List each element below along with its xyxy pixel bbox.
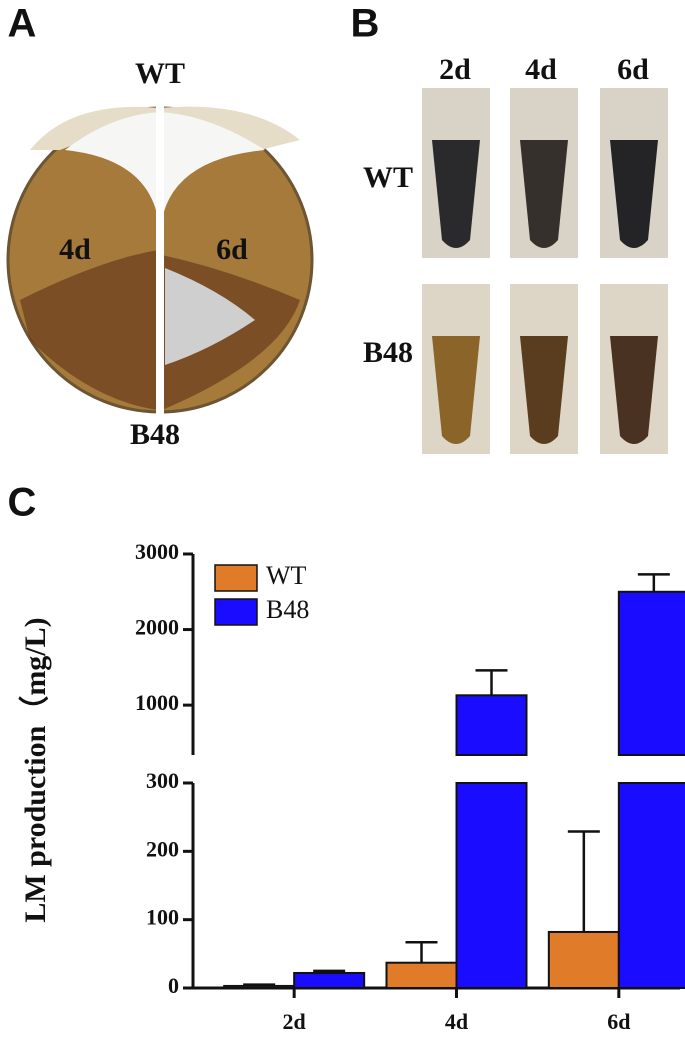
y-axis-label: LM production（mg/L) <box>18 617 52 922</box>
petri-dish <box>6 105 314 417</box>
plate-label: 4d <box>59 233 91 266</box>
legend-swatch <box>214 564 258 592</box>
column-label: 2d <box>439 53 471 86</box>
plate-label: 6d <box>216 233 248 266</box>
row-label: WT <box>363 161 413 194</box>
y-tick-label: 0 <box>168 973 179 998</box>
bar <box>455 782 528 989</box>
y-tick-label: 100 <box>146 905 179 930</box>
x-tick-label: 4d <box>445 1009 468 1034</box>
legend-swatch <box>214 598 258 626</box>
bar <box>293 971 366 990</box>
bar <box>223 984 296 990</box>
legend-label: B48 <box>266 595 309 624</box>
bar <box>617 590 685 757</box>
plate-label: B48 <box>130 418 180 451</box>
bar <box>547 930 620 990</box>
row-label: B48 <box>363 336 413 369</box>
bar <box>455 694 528 756</box>
y-tick-label: 3000 <box>135 539 179 564</box>
column-label: 6d <box>617 53 649 86</box>
panel-label: B <box>351 2 380 46</box>
tubes <box>422 88 668 454</box>
y-tick-label: 200 <box>146 836 179 861</box>
legend-label: WT <box>266 561 307 590</box>
y-tick-label: 1000 <box>135 690 179 715</box>
bar <box>617 782 685 989</box>
y-tick-label: 300 <box>146 768 179 793</box>
column-label: 4d <box>525 53 557 86</box>
x-tick-label: 6d <box>607 1009 630 1034</box>
panel-label: A <box>8 2 37 46</box>
y-tick-label: 2000 <box>135 615 179 640</box>
bar <box>385 961 458 990</box>
plate-label: WT <box>135 57 185 90</box>
x-tick-label: 2d <box>283 1009 306 1034</box>
panel-label: C <box>8 481 37 525</box>
